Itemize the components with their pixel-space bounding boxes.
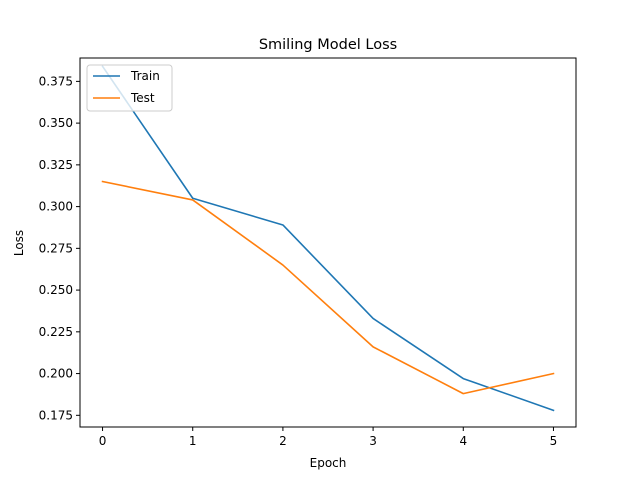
x-tick-label: 5 xyxy=(550,434,558,448)
y-tick-label: 0.275 xyxy=(39,241,73,255)
plot-frame xyxy=(79,57,577,428)
x-tick-label: 0 xyxy=(99,434,107,448)
y-tick-label: 0.325 xyxy=(39,158,73,172)
y-axis-title: Loss xyxy=(12,230,26,256)
legend-label-train: Train xyxy=(130,69,160,83)
x-axis: 0 1 2 3 4 5 xyxy=(99,427,558,448)
x-tick-label: 1 xyxy=(189,434,197,448)
x-tick-label: 2 xyxy=(279,434,287,448)
legend-label-test: Test xyxy=(130,91,155,105)
plot-area xyxy=(101,65,555,412)
legend: Train Test xyxy=(86,64,173,112)
y-tick-label: 0.375 xyxy=(39,74,73,88)
x-tick-label: 4 xyxy=(459,434,467,448)
y-tick-label: 0.300 xyxy=(39,200,73,214)
x-tick-label: 3 xyxy=(369,434,377,448)
series-line-train xyxy=(101,65,555,412)
y-tick-label: 0.225 xyxy=(39,325,73,339)
y-axis: 0.175 0.200 0.225 0.250 0.275 0.300 0.325 0.350… xyxy=(39,74,80,422)
y-tick-label: 0.350 xyxy=(39,116,73,130)
x-axis-title: Epoch xyxy=(310,456,347,470)
series-line-test xyxy=(101,180,555,395)
y-tick-label: 0.175 xyxy=(39,408,73,422)
chart-title: Smiling Model Loss xyxy=(259,37,397,53)
y-tick-label: 0.250 xyxy=(39,283,73,297)
y-tick-label: 0.200 xyxy=(39,367,73,381)
